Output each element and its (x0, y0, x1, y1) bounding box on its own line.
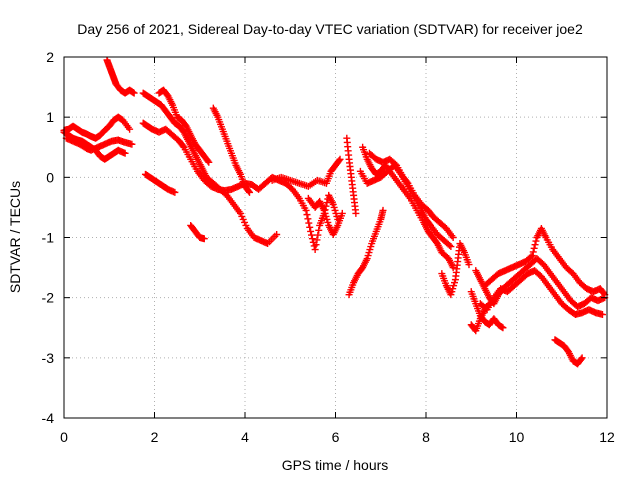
data-point (306, 223, 314, 231)
x-tick-label: 2 (151, 429, 159, 445)
data-point (308, 231, 316, 239)
x-tick-label: 4 (241, 429, 249, 445)
y-tick-label: -1 (42, 230, 55, 246)
series-s22 (481, 224, 609, 299)
data-point (126, 125, 134, 133)
data-point (531, 241, 539, 249)
data-point (121, 149, 129, 157)
x-tick-label: 6 (332, 429, 340, 445)
y-tick-label: 0 (46, 169, 54, 185)
data-point (200, 235, 208, 243)
data-point (447, 243, 455, 251)
series-s17 (365, 149, 457, 241)
series-s8 (187, 221, 208, 243)
y-tick-labels: -4 -3 -2 -1 0 1 2 (42, 49, 55, 426)
x-axis-label: GPS time / hours (282, 457, 389, 473)
x-tick-label: 8 (422, 429, 430, 445)
data-point (449, 264, 457, 272)
series-s4 (103, 56, 138, 97)
series-s12 (304, 194, 346, 238)
data-point (598, 311, 606, 319)
data-point (308, 235, 316, 243)
grid (64, 57, 607, 418)
data-point (245, 187, 253, 195)
data-point (335, 156, 343, 164)
data-point (578, 354, 586, 362)
data-point (179, 142, 187, 150)
series-s7 (141, 170, 179, 196)
data-point (312, 241, 320, 249)
data-point (303, 211, 311, 219)
series-s15 (359, 143, 457, 272)
data-point (313, 236, 321, 244)
series-s18 (438, 240, 473, 299)
series-s21 (476, 267, 606, 319)
data-point (352, 209, 360, 217)
data-point (465, 261, 473, 269)
data-point (379, 206, 387, 214)
y-tick-label: 1 (46, 109, 54, 125)
data-point (307, 227, 315, 235)
data-point (530, 244, 538, 252)
y-tick-label: -4 (42, 410, 55, 426)
data-point (311, 246, 319, 254)
x-tick-label: 0 (60, 429, 68, 445)
data-point (128, 140, 136, 148)
data-point (529, 248, 537, 256)
data-point (314, 231, 322, 239)
y-axis-label: SDTVAR / TECUs (7, 181, 23, 293)
series-s5 (139, 89, 281, 248)
data-point (336, 155, 344, 163)
data-point (338, 209, 346, 217)
data-point (246, 188, 254, 196)
x-tick-label: 12 (599, 429, 615, 445)
series-s2 (60, 113, 134, 142)
series-s23 (551, 336, 586, 368)
data-point (391, 160, 399, 168)
data-point (205, 158, 213, 166)
y-tick-label: 2 (46, 49, 54, 65)
series-s11 (268, 155, 344, 190)
y-tick-label: -3 (42, 350, 55, 366)
data-point (527, 253, 535, 261)
data-point (484, 301, 492, 309)
data-point (446, 241, 454, 249)
data-point (403, 178, 411, 186)
data-point (171, 188, 179, 196)
data-point (315, 226, 323, 234)
x-tick-label: 10 (509, 429, 525, 445)
x-tick-labels: 0 2 4 6 8 10 12 (60, 429, 615, 445)
data-point (600, 289, 608, 297)
data-point (449, 234, 457, 241)
axis-ticks (63, 56, 608, 419)
data-point (130, 89, 138, 97)
data-point (577, 355, 585, 363)
data-point (302, 206, 310, 214)
data-point (528, 252, 536, 260)
data-point (304, 215, 312, 223)
chart-title: Day 256 of 2021, Sidereal Day-to-day VTE… (77, 21, 583, 37)
series-s10 (155, 86, 213, 166)
y-tick-label: -2 (42, 290, 55, 306)
series-s13 (343, 134, 360, 217)
data-markers (60, 56, 609, 368)
data-point (499, 324, 507, 332)
data-point (532, 237, 540, 245)
data-point (485, 300, 493, 308)
series-s24 (467, 300, 493, 335)
data-point (273, 230, 281, 238)
series-s14 (345, 206, 387, 299)
series-s9 (209, 104, 254, 196)
data-point (204, 157, 212, 165)
data-point (305, 219, 313, 227)
